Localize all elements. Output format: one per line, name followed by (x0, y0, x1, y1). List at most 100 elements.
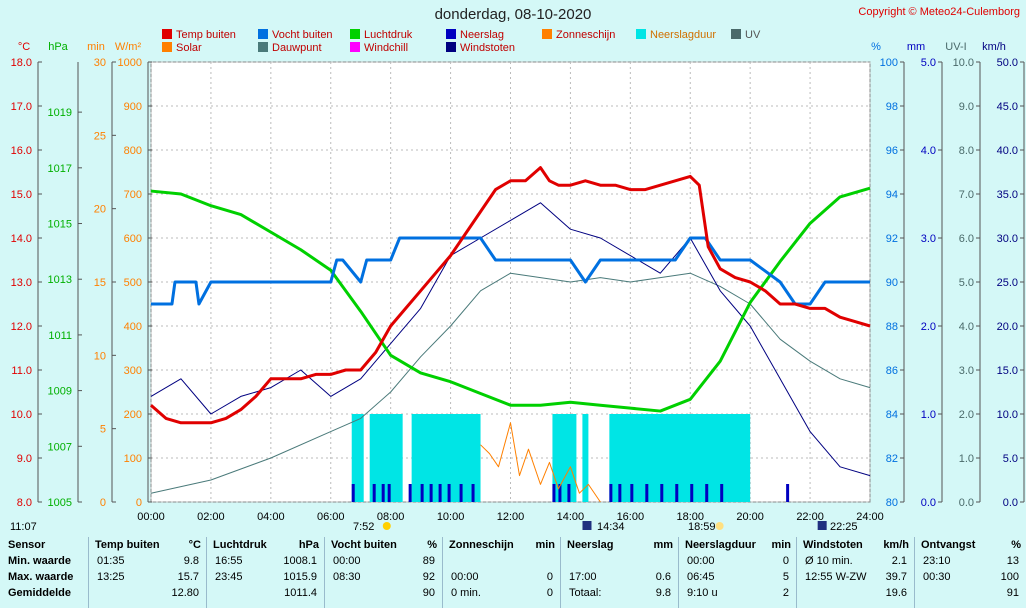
stats-column: Temp buiten °C 01:35 9.8 13:25 15.7 12.80 (88, 537, 207, 608)
axis-tick-label-rain: 5.0 (921, 57, 936, 69)
rain-bar (408, 484, 412, 502)
axis-tick-label-solar: 1000 (118, 57, 142, 69)
legend-swatch (731, 29, 741, 39)
stats-column: Zonneschijn min 00:00 0 0 min. 0 (442, 537, 561, 608)
axis-tick-label-wind: 5.0 (1003, 453, 1018, 465)
statistics-table: Sensor Min. waarde Max. waarde Gemiddeld… (0, 537, 1026, 608)
axis-tick-label-uv: 10.0 (953, 57, 974, 69)
stats-time: 08:30 (333, 571, 361, 583)
x-tick-label: 24:00 (856, 511, 884, 523)
stats-time: 17:00 (569, 571, 597, 583)
x-tick-label: 00:00 (137, 511, 165, 523)
axis-tick-label-minutes: 0 (100, 497, 106, 509)
solar-line (480, 422, 601, 503)
stats-cell-row: 9:10 u 2 (679, 585, 797, 601)
stats-column-unit: % (427, 539, 437, 551)
stats-cell-row: 06:45 5 (679, 569, 797, 585)
stats-row-labels: Sensor Min. waarde Max. waarde Gemiddeld… (0, 537, 96, 608)
axis-tick-label-pressure: 1017 (48, 163, 72, 175)
x-tick-label: 16:00 (617, 511, 645, 523)
axis-tick-label-solar: 300 (124, 365, 142, 377)
rain-bar (786, 484, 790, 502)
axis-tick-label-wind: 35.0 (997, 189, 1018, 201)
rain-bar (447, 484, 451, 502)
axis-tick-label-rain: 0.0 (921, 497, 936, 509)
legend-label: Luchtdruk (364, 29, 413, 41)
stats-cell-row: 90 (325, 585, 443, 601)
stats-column: Luchtdruk hPa 16:55 1008.1 23:45 1015.9 1011.4 (206, 537, 325, 608)
stats-value: 0 (546, 587, 553, 599)
axis-tick-label-uv: 1.0 (959, 453, 974, 465)
x-tick-label: 14:00 (557, 511, 585, 523)
stats-cell-row (443, 553, 561, 569)
legend-label: Windstoten (460, 42, 515, 54)
rain-bar (705, 484, 709, 502)
axis-tick-label-temp: 14.0 (11, 233, 32, 245)
rain-duration-bar (552, 414, 577, 502)
stats-time: 0 min. (451, 587, 481, 599)
stats-column-header: Ontvangst% (915, 537, 1026, 553)
rain-bar (471, 484, 475, 502)
sun-event-marker (382, 522, 391, 530)
axis-tick-label-pressure: 1011 (48, 330, 72, 342)
axis-tick-label-minutes: 20 (94, 204, 106, 216)
legend-label: Neerslag (460, 29, 504, 41)
stats-time: 00:00 (333, 555, 361, 567)
stats-column-header: Temp buiten °C (89, 537, 207, 553)
axis-tick-label-rain: 4.0 (921, 145, 936, 157)
moon-event-marker (817, 521, 827, 530)
stats-column-title: Temp buiten (95, 539, 160, 551)
stats-cell-row: 91 (915, 585, 1026, 601)
axis-tick-label-temp: 17.0 (11, 101, 32, 113)
rain-bar (420, 484, 424, 502)
legend-label: UV (745, 29, 761, 41)
legend-label: Windchill (364, 42, 408, 54)
rain-bar (438, 484, 442, 502)
stats-time: 23:45 (215, 571, 243, 583)
stats-column-title: Neerslag (567, 539, 614, 551)
rain-bar (459, 484, 463, 502)
stats-time: Totaal: (569, 587, 602, 599)
legend-label: Zonneschijn (556, 29, 615, 41)
stats-value: 0 (546, 571, 553, 583)
axis-tick-label-wind: 40.0 (997, 145, 1018, 157)
stats-cell-row: 19.6 (797, 585, 915, 601)
rain-bar (690, 484, 694, 502)
stats-cell-row: 00:00 0 (443, 569, 561, 585)
legend-swatch (446, 29, 456, 39)
moon-event-marker (582, 521, 592, 530)
axis-tick-label-pressure: 1015 (48, 219, 72, 231)
stats-column: Neerslagduur min 00:00 0 06:45 5 9:10 u 2 (678, 537, 797, 608)
axis-unit-wind: km/h (982, 41, 1006, 53)
stats-time: Ø 10 min. (805, 555, 853, 567)
axis-tick-label-solar: 100 (124, 453, 142, 465)
copyright-text[interactable]: Copyright © Meteo24-Culemborg (858, 6, 1020, 18)
stats-time: 06:45 (687, 571, 715, 583)
legend-label: Dauwpunt (272, 42, 322, 54)
axis-tick-label-wind: 45.0 (997, 101, 1018, 113)
legend-swatch (162, 42, 172, 52)
stats-value: 1008.1 (283, 555, 317, 567)
stats-column-unit: % (1011, 539, 1021, 551)
stats-value: 90 (422, 587, 435, 599)
rain-duration-bar (351, 414, 364, 502)
stats-time: 13:25 (97, 571, 125, 583)
x-tick-label: 22:00 (796, 511, 824, 523)
stats-time: 12:55 W-ZW (805, 571, 867, 583)
pressure-line (150, 186, 871, 413)
rain-bar (660, 484, 664, 502)
stats-value: 2 (782, 587, 789, 599)
axis-tick-label-humidity: 84 (886, 409, 898, 421)
axis-tick-label-temp: 15.0 (11, 189, 32, 201)
x-tick-label: 06:00 (317, 511, 345, 523)
stats-cell-row: 23:45 1015.9 (207, 569, 325, 585)
rain-bar (618, 484, 622, 502)
dewpoint-line (150, 272, 871, 494)
axis-unit-minutes: min (87, 41, 105, 53)
row-label-sensor: Sensor (8, 539, 46, 551)
axis-unit-temp: °C (18, 41, 30, 53)
axis-tick-label-temp: 8.0 (17, 497, 32, 509)
stats-column-unit: km/h (883, 539, 909, 551)
stats-time: 9:10 u (687, 587, 718, 599)
stats-time: 00:30 (923, 571, 951, 583)
